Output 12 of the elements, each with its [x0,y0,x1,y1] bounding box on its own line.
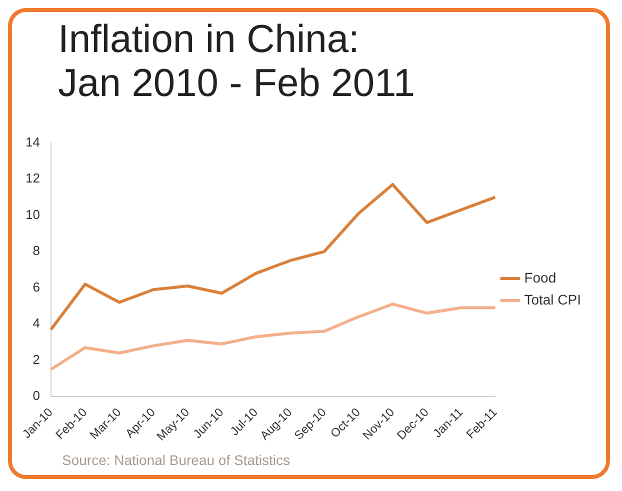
y-tick-label: 6 [32,279,40,294]
y-tick-label: 12 [25,170,40,186]
y-tick-label: 2 [32,352,40,367]
source-note: Source: National Bureau of Statistics [62,452,290,468]
y-tick-label: 10 [25,206,40,222]
y-tick-label: 0 [32,388,40,404]
legend-label: Food [524,269,556,286]
legend-label: Total CPI [524,291,582,308]
y-tick-label: 14 [25,134,40,150]
y-tick-label: 4 [32,316,40,331]
chart-title: Inflation in China: Jan 2010 - Feb 2011 [58,18,416,106]
y-tick-label: 8 [32,243,40,258]
